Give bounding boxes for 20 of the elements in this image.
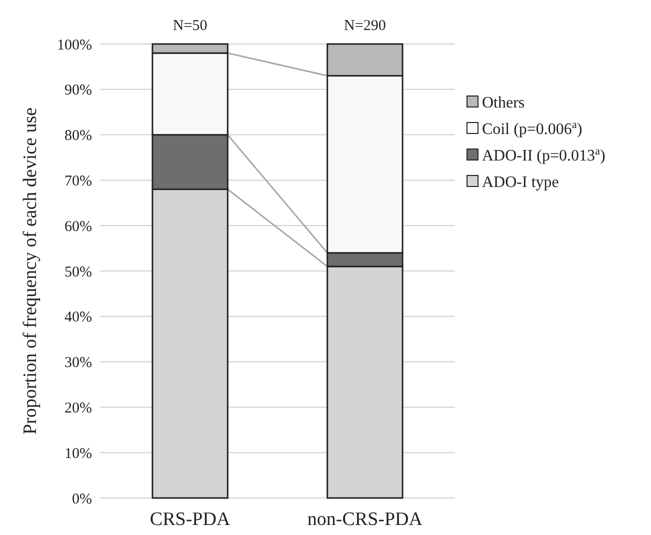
x-tick-label: non-CRS-PDA xyxy=(307,509,423,530)
legend-label: ADO-I type xyxy=(482,174,559,192)
x-tick-label: CRS-PDA xyxy=(150,509,230,530)
y-tick-label: 60% xyxy=(64,218,92,235)
y-tick-label: 40% xyxy=(64,310,92,326)
y-tick-label: 20% xyxy=(64,400,92,416)
y-tick-label: 70% xyxy=(64,173,92,190)
y-tick-label: 0% xyxy=(72,491,92,508)
y-tick-label: 80% xyxy=(64,128,92,144)
y-tick-label: 10% xyxy=(64,446,92,462)
legend-label: Coil (p=0.006$^{a}$) xyxy=(482,119,582,138)
legend-label: Others xyxy=(482,94,525,112)
y-axis-title: Proportion of frequency of each device use xyxy=(20,107,41,435)
y-tick-label: 100% xyxy=(57,37,92,54)
y-tick-label: 90% xyxy=(64,82,92,99)
y-tick-label: 30% xyxy=(64,355,92,372)
y-tick-label: 50% xyxy=(64,264,92,280)
annotation: N=50 xyxy=(172,18,208,34)
annotation: N=290 xyxy=(344,18,386,34)
legend-label: ADO-II (p=0.013$^{a}$) xyxy=(482,146,606,165)
